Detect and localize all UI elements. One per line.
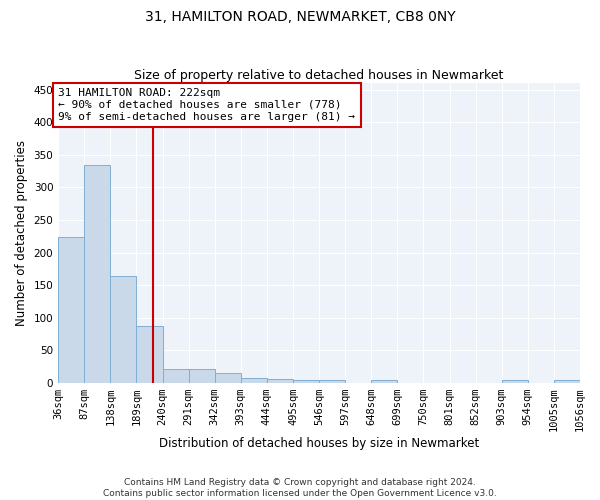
Bar — [58, 237, 84, 383]
Bar — [267, 379, 293, 383]
Text: 31 HAMILTON ROAD: 222sqm
← 90% of detached houses are smaller (778)
9% of semi-d: 31 HAMILTON ROAD: 222sqm ← 90% of detach… — [58, 88, 355, 122]
Text: Contains HM Land Registry data © Crown copyright and database right 2024.
Contai: Contains HM Land Registry data © Crown c… — [103, 478, 497, 498]
Bar — [241, 378, 267, 383]
Bar — [502, 380, 528, 383]
Bar — [293, 380, 319, 383]
Bar — [136, 326, 163, 383]
X-axis label: Distribution of detached houses by size in Newmarket: Distribution of detached houses by size … — [159, 437, 479, 450]
Title: Size of property relative to detached houses in Newmarket: Size of property relative to detached ho… — [134, 69, 504, 82]
Bar — [163, 369, 188, 383]
Bar — [110, 276, 136, 383]
Text: 31, HAMILTON ROAD, NEWMARKET, CB8 0NY: 31, HAMILTON ROAD, NEWMARKET, CB8 0NY — [145, 10, 455, 24]
Y-axis label: Number of detached properties: Number of detached properties — [15, 140, 28, 326]
Bar — [84, 164, 110, 383]
Bar — [554, 380, 580, 383]
Bar — [188, 369, 215, 383]
Bar — [319, 380, 345, 383]
Bar — [371, 380, 397, 383]
Bar — [215, 373, 241, 383]
